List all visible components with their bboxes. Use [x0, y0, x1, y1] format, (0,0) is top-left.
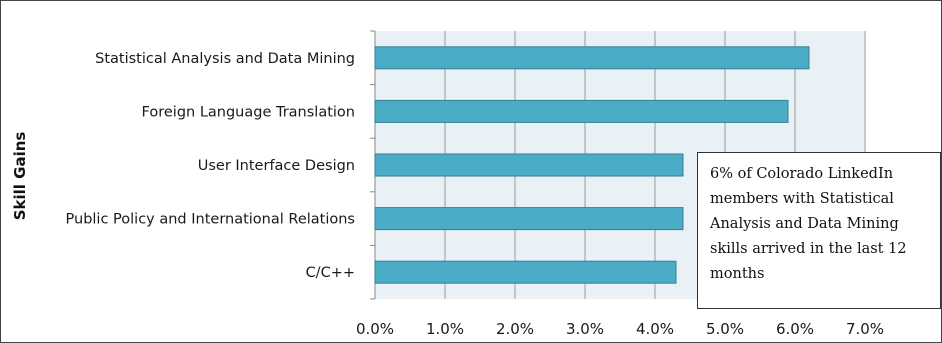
category-labels: Statistical Analysis and Data Mining Fore…: [66, 51, 355, 281]
bar: [374, 153, 684, 177]
x-tick-label: 5.0%: [706, 320, 744, 338]
x-tick-label: 0.0%: [356, 320, 394, 338]
annotation-box: 6% of Colorado LinkedIn members with Sta…: [697, 152, 941, 309]
category-label: Public Policy and International Relation…: [66, 212, 355, 228]
bar: [374, 46, 810, 70]
x-tick-label: 2.0%: [496, 320, 534, 338]
bar: [374, 260, 677, 284]
category-label: User Interface Design: [198, 158, 355, 174]
bar: [374, 99, 789, 123]
category-label: Foreign Language Translation: [142, 104, 355, 120]
bars: [374, 46, 810, 284]
x-tick-label: 6.0%: [776, 320, 814, 338]
category-label: Statistical Analysis and Data Mining: [95, 51, 355, 67]
x-tick-label: 7.0%: [846, 320, 884, 338]
y-axis-label: Skill Gains: [11, 132, 29, 221]
bar: [374, 207, 684, 231]
x-tick-labels: 0.0% 1.0% 2.0% 3.0% 4.0% 5.0% 6.0% 7.0%: [356, 320, 884, 338]
x-tick-label: 3.0%: [566, 320, 604, 338]
category-label: C/C++: [306, 265, 355, 281]
x-tick-label: 1.0%: [426, 320, 464, 338]
x-tick-label: 4.0%: [636, 320, 674, 338]
category-axis: [370, 30, 376, 300]
